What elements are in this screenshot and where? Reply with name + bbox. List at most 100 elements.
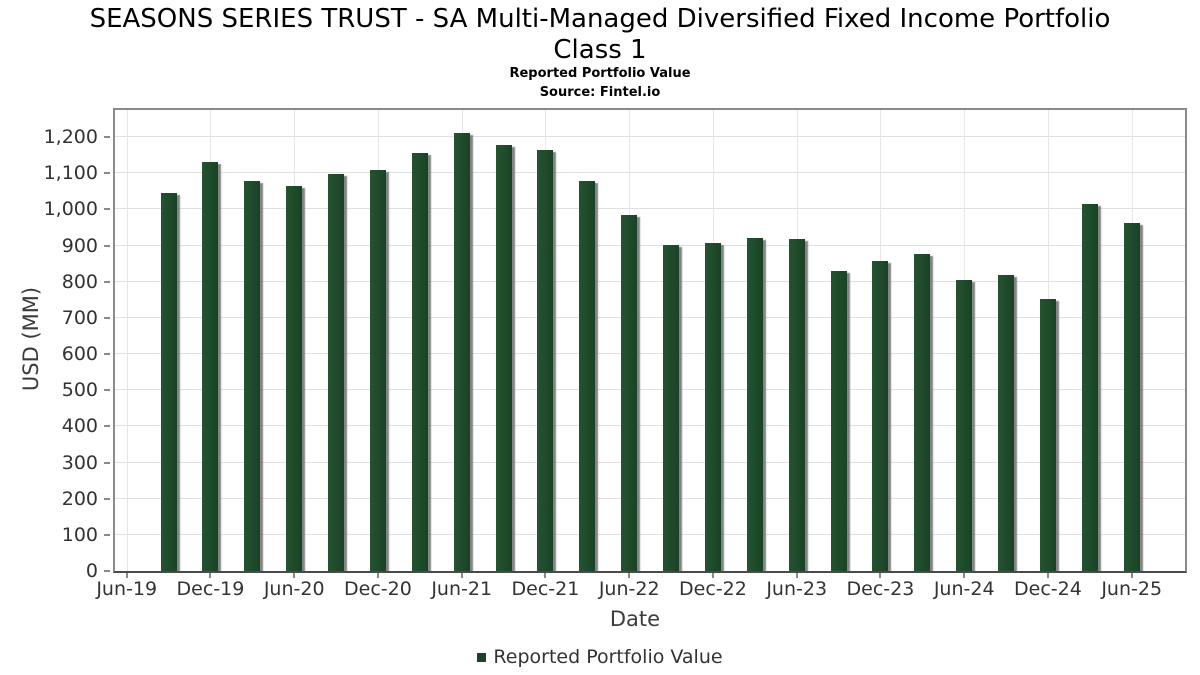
y-tick-mark <box>104 353 110 356</box>
y-tick-label: 100 <box>61 523 98 546</box>
chart-subtitle: Reported Portfolio Value <box>509 66 691 81</box>
x-tick-mark <box>460 573 463 578</box>
x-tick-label: Jun-21 <box>431 578 493 600</box>
bar-Jun-24[interactable] <box>956 279 973 571</box>
y-tick-mark <box>104 280 110 283</box>
y-tick-label: 1,000 <box>43 198 98 221</box>
plot-area <box>113 108 1187 573</box>
h-gridline <box>115 136 1185 138</box>
y-tick-mark <box>104 208 110 211</box>
bar-Jun-21[interactable] <box>453 132 470 571</box>
x-tick-mark <box>628 573 631 578</box>
x-tick-label: Dec-21 <box>511 578 580 600</box>
x-tick-mark <box>125 573 128 578</box>
y-tick-mark <box>104 497 110 500</box>
x-tick-mark <box>963 573 966 578</box>
x-tick-mark <box>544 573 547 578</box>
bar-Jun-25[interactable] <box>1123 223 1140 571</box>
x-tick-label: Jun-20 <box>263 578 325 600</box>
x-tick-label: Dec-20 <box>344 578 412 600</box>
x-tick-label: Jun-19 <box>96 578 158 600</box>
bar-Sep-24[interactable] <box>998 275 1015 571</box>
y-tick-mark <box>104 461 110 464</box>
x-tick-mark <box>795 573 798 578</box>
y-tick-label: 900 <box>61 234 98 257</box>
y-tick-label: 800 <box>61 270 98 293</box>
x-tick-mark <box>711 573 714 578</box>
bar-Sep-19[interactable] <box>160 192 177 571</box>
y-tick-label: 600 <box>61 343 98 366</box>
x-tick-label: Jun-23 <box>766 578 828 600</box>
x-tick-mark <box>376 573 379 578</box>
bar-Dec-21[interactable] <box>537 149 554 571</box>
y-tick-mark <box>104 244 110 247</box>
x-tick-label: Jun-22 <box>598 578 660 600</box>
x-tick-mark <box>1130 573 1133 578</box>
bar-Jun-23[interactable] <box>788 238 805 571</box>
y-tick-label: 0 <box>85 560 98 582</box>
chart-title-line1: SEASONS SERIES TRUST - SA Multi-Managed … <box>89 4 1111 34</box>
y-tick-label: 400 <box>61 415 98 438</box>
y-tick-mark <box>104 136 110 139</box>
y-tick-mark <box>104 533 110 536</box>
y-tick-label: 700 <box>61 306 98 329</box>
chart-title-line2: Class 1 <box>553 35 647 65</box>
h-gridline <box>115 533 1185 535</box>
x-tick-label: Jun-25 <box>1101 578 1163 600</box>
bar-Jun-20[interactable] <box>286 185 303 571</box>
bar-Dec-24[interactable] <box>1039 298 1056 571</box>
x-tick-label: Dec-24 <box>1014 578 1082 600</box>
h-gridline <box>115 389 1185 391</box>
h-gridline <box>115 244 1185 246</box>
y-tick-mark <box>104 570 110 572</box>
y-tick-label: 500 <box>61 379 98 402</box>
bar-Sep-23[interactable] <box>830 270 847 571</box>
x-tick-mark <box>209 573 212 578</box>
y-tick-mark <box>104 425 110 428</box>
bar-Sep-22[interactable] <box>663 244 680 571</box>
h-gridline <box>115 353 1185 355</box>
x-tick-mark <box>879 573 882 578</box>
legend-item-reported-portfolio-value[interactable]: Reported Portfolio Value <box>477 646 723 668</box>
h-gridline <box>115 425 1185 427</box>
y-axis-title: USD (MM) <box>19 286 43 392</box>
bar-Dec-19[interactable] <box>202 162 219 571</box>
x-tick-mark <box>1046 573 1049 578</box>
y-tick-label: 1,200 <box>43 126 98 149</box>
bar-Dec-23[interactable] <box>872 261 889 571</box>
x-tick-label: Dec-22 <box>679 578 747 600</box>
y-tick-label: 300 <box>61 451 98 474</box>
chart-source-credit: Source: Fintel.io <box>539 85 661 100</box>
bar-Dec-20[interactable] <box>369 169 386 571</box>
chart-title: SEASONS SERIES TRUST - SA Multi-Managed … <box>0 4 1200 66</box>
h-gridline <box>115 316 1185 318</box>
h-gridline <box>115 461 1185 463</box>
legend-label: Reported Portfolio Value <box>493 646 723 668</box>
h-gridline <box>115 497 1185 499</box>
x-tick-label: Jun-24 <box>933 578 995 600</box>
bar-Sep-21[interactable] <box>495 145 512 571</box>
h-gridline <box>115 208 1185 210</box>
x-tick-mark <box>293 573 296 578</box>
x-axis-title: Date <box>609 607 661 631</box>
bar-Mar-22[interactable] <box>579 181 596 571</box>
x-tick-label: Dec-23 <box>846 578 915 600</box>
legend-marker-icon <box>477 652 487 662</box>
bar-Dec-22[interactable] <box>704 243 721 571</box>
h-gridline <box>115 172 1185 174</box>
bar-Mar-24[interactable] <box>914 254 931 571</box>
bar-Sep-20[interactable] <box>328 174 345 571</box>
bar-Mar-25[interactable] <box>1081 203 1098 571</box>
bar-Mar-23[interactable] <box>746 238 763 571</box>
y-tick-mark <box>104 316 110 319</box>
bar-Jun-22[interactable] <box>621 215 638 571</box>
bar-Mar-21[interactable] <box>411 153 428 571</box>
y-tick-label: 1,100 <box>43 162 98 185</box>
h-gridline <box>115 280 1185 282</box>
legend: Reported Portfolio Value <box>0 646 1200 668</box>
v-gridline <box>126 110 128 571</box>
y-tick-label: 200 <box>61 487 98 510</box>
bar-Mar-20[interactable] <box>244 180 261 571</box>
y-tick-mark <box>104 389 110 392</box>
